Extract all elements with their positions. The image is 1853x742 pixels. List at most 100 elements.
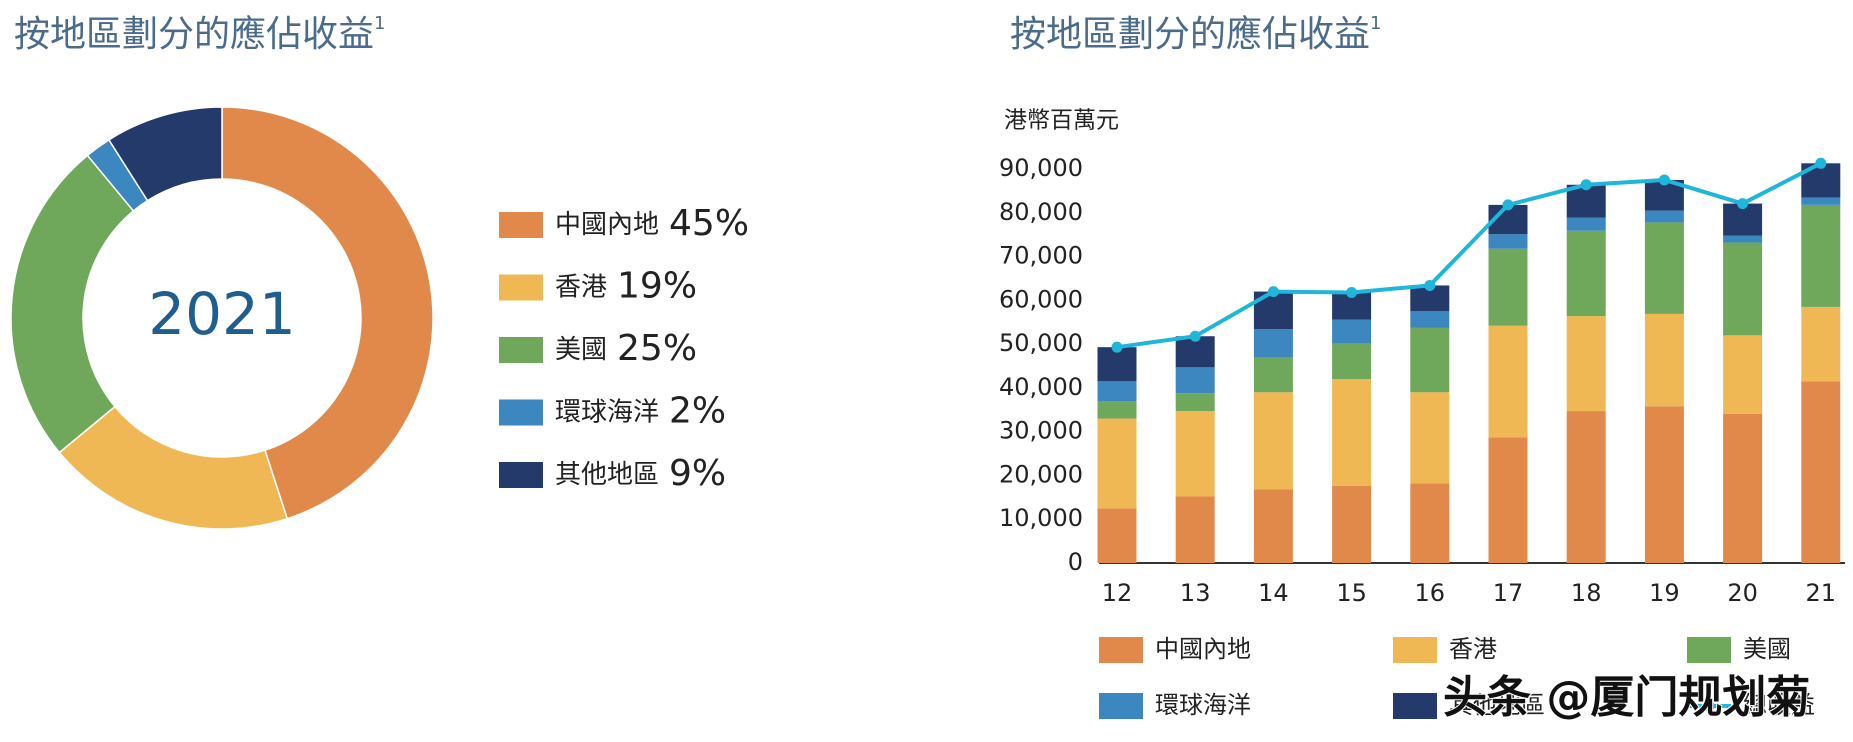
title-note: 1 [374,13,385,34]
legend-value: 19% [617,266,697,307]
total-point [1346,286,1358,298]
legend-swatch [499,337,543,363]
bar-segment [1175,367,1215,394]
bar-segment [1488,248,1528,326]
legend-swatch [1099,693,1143,719]
bar-segment [1723,242,1763,336]
legend-label: 環球海洋 2% [555,391,726,432]
bar-segment [1332,343,1372,380]
bar-segment [1332,485,1372,563]
legend-name: 其他地區 [555,460,659,490]
bar-segment [1644,210,1684,223]
legend-swatch [1099,637,1143,663]
legend-value: 25% [617,328,697,369]
x-tick-label: 21 [1806,579,1837,607]
x-tick-label: 15 [1336,579,1367,607]
chart-title: 按地區劃分的應佔收益1 [14,13,385,55]
bar-segment [1410,327,1450,393]
title-note: 1 [1370,13,1381,34]
total-point [1424,279,1436,291]
total-point [1267,286,1279,298]
total-point [1658,174,1670,186]
legend-label: 香港 [1449,635,1497,663]
donut-slice [221,106,434,520]
total-point [1502,199,1514,211]
x-tick-label: 19 [1649,579,1680,607]
bar-segment [1723,235,1763,243]
total-point [1189,330,1201,342]
y-tick-label: 50,000 [999,329,1083,357]
bar-segment [1175,496,1215,563]
bar-segment [1410,392,1450,484]
legend-label: 總收益 [1743,691,1815,719]
legend-label: 美國 25% [555,328,697,369]
legend-swatch [1393,637,1437,663]
y-tick-label: 0 [1068,548,1083,576]
bar-segment [1175,393,1215,412]
bar-segment [1566,230,1606,317]
legend-swatch [499,212,543,238]
bar-segment [1566,411,1606,563]
chart-title: 按地區劃分的應佔收益1 [1010,13,1381,55]
legend-label: 中國內地 45% [555,203,749,244]
bar-segment [1332,319,1372,344]
legend-label: 香港 19% [555,266,697,307]
bar-segment [1253,489,1293,563]
total-point [1737,198,1749,210]
total-point [1815,157,1827,169]
donut-slice [10,154,135,454]
bar-segment [1488,437,1528,563]
legend-swatch [1393,693,1437,719]
donut-slice [107,106,223,202]
bar-segment [1253,392,1293,490]
total-line [1116,161,1822,350]
legend-swatch [499,462,543,488]
total-point [1580,179,1592,191]
x-tick-label: 17 [1493,579,1524,607]
legend-point [1703,700,1715,712]
legend-value: 9% [669,453,726,494]
bar-segment [1801,197,1841,205]
x-tick-label: 13 [1180,579,1211,607]
y-tick-label: 60,000 [999,285,1083,313]
y-tick-label: 10,000 [999,504,1083,532]
bar-segment [1488,325,1528,438]
legend-swatch [1687,637,1731,663]
y-tick-label: 90,000 [999,154,1083,182]
legend-label: 其他地區 9% [555,453,726,494]
bar-segment [1566,316,1606,412]
watermark: 头条 @厦门规划菊 [1443,672,1810,723]
x-tick-label: 18 [1571,579,1602,607]
bar-segment [1488,234,1528,249]
legend-name: 環球海洋 [555,397,659,427]
bar-segment [1332,379,1372,486]
bar-segment [1410,311,1450,328]
bar-segment [1644,406,1684,563]
bar-segment [1410,483,1450,563]
y-tick-label: 40,000 [999,373,1083,401]
bar-segment [1723,335,1763,414]
legend-name: 美國 [555,335,607,365]
x-tick-label: 14 [1258,579,1289,607]
bar-segment [1801,306,1841,382]
legend-value: 2% [669,391,726,432]
legend-name: 香港 [555,272,607,302]
bar-segment [1097,401,1137,419]
bar-segment [1097,508,1137,563]
center-label: 2021 [148,280,296,348]
bar-segment [1644,222,1684,314]
bar-segment [1566,217,1606,231]
x-tick-label: 20 [1727,579,1758,607]
x-tick-label: 12 [1102,579,1133,607]
bar-segment [1253,357,1293,393]
legend-label: 中國內地 [1155,635,1251,663]
legend-swatch [499,399,543,426]
bar-segment [1723,413,1763,563]
legend-label: 其他地區 [1449,691,1545,719]
bar-segment [1253,329,1293,358]
bar-segment [1801,381,1841,563]
x-tick-label: 16 [1415,579,1446,607]
title-text: 按地區劃分的應佔收益 [1010,14,1370,55]
bar-segment [1097,418,1137,509]
